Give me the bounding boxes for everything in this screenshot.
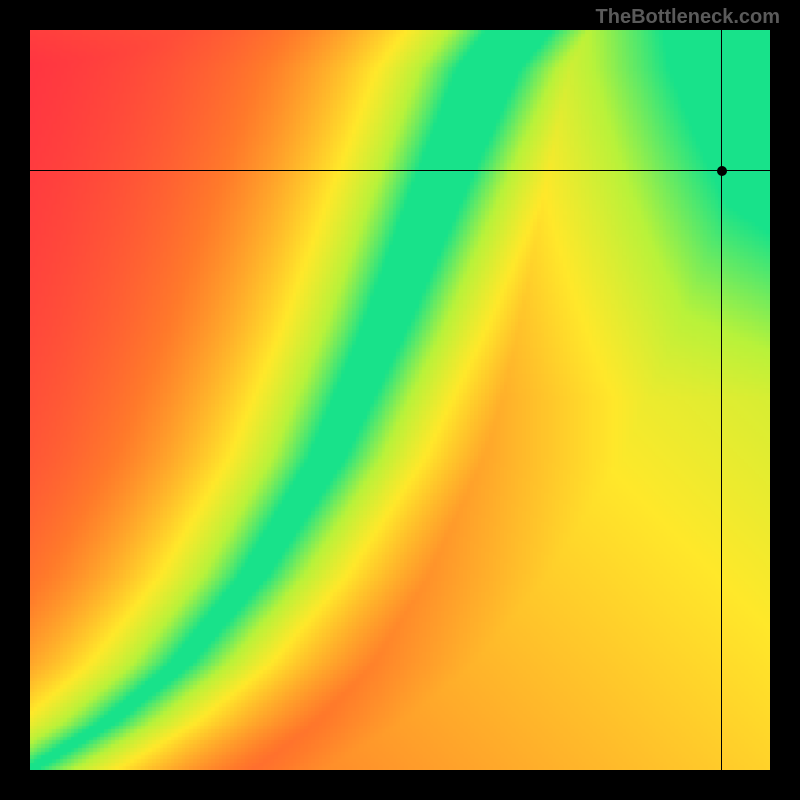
crosshair-horizontal <box>30 170 770 171</box>
watermark-text: TheBottleneck.com <box>596 6 780 29</box>
heatmap-plot <box>30 30 770 770</box>
crosshair-vertical <box>721 30 722 770</box>
crosshair-marker <box>717 166 727 176</box>
heatmap-canvas <box>30 30 770 770</box>
